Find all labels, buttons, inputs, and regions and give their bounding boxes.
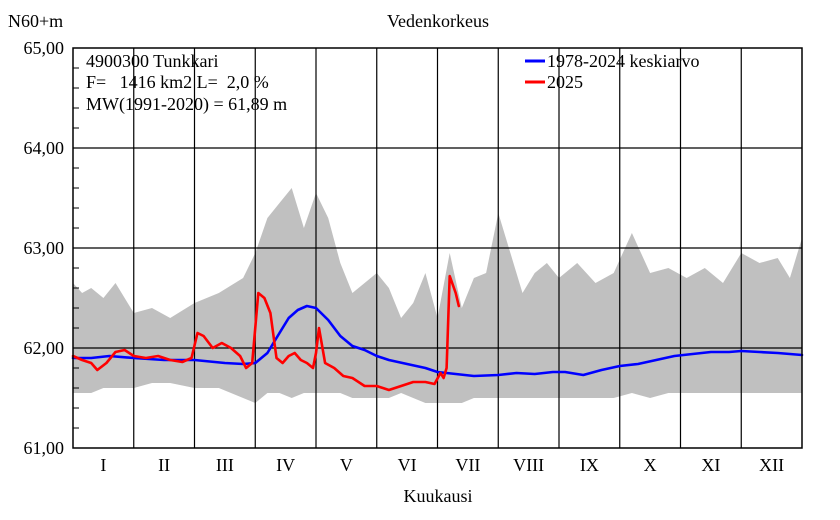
legend: 1978-2024 keskiarvo 2025 [525, 51, 699, 92]
x-axis-label: Kuukausi [404, 486, 473, 506]
x-tick-label: III [216, 455, 234, 475]
series-lines [71, 274, 804, 392]
x-tick-label: II [158, 455, 170, 475]
legend-label-2025: 2025 [547, 72, 583, 92]
x-tick-label: I [100, 455, 106, 475]
x-tick-label: IX [580, 455, 599, 475]
x-tick-label: XI [701, 455, 720, 475]
y-tick-label: 62,00 [24, 338, 65, 358]
mw-text: MW(1991-2020) = 61,89 m [86, 94, 287, 115]
area-text: F= 1416 km2 L= 2,0 % [86, 72, 269, 92]
grid [73, 48, 802, 448]
legend-label-mean: 1978-2024 keskiarvo [547, 51, 699, 71]
station-text: 4900300 Tunkkari [86, 51, 219, 71]
x-tick-label: V [340, 455, 353, 475]
x-tick-label: IV [276, 455, 295, 475]
info-box: 4900300 Tunkkari F= 1416 km2 L= 2,0 % MW… [86, 51, 287, 115]
x-tick-label: VII [455, 455, 480, 475]
y-tick-label: 63,00 [24, 238, 65, 258]
x-tick-label: XII [759, 455, 784, 475]
y-tick-label: 61,00 [24, 438, 65, 458]
y-axis-label: N60+m [8, 11, 63, 31]
y-tick-label: 64,00 [24, 138, 65, 158]
y-tick-label: 65,00 [24, 38, 65, 58]
chart-title: Vedenkorkeus [387, 11, 489, 31]
x-tick-label: VIII [513, 455, 544, 475]
x-tick-label: VI [398, 455, 417, 475]
series-line-2025 [71, 274, 461, 392]
x-tick-label: X [644, 455, 657, 475]
x-ticks: I II III IV V VI VII VIII IX X XI XII [100, 455, 784, 475]
y-ticks: 61,00 62,00 63,00 64,00 65,00 [24, 38, 82, 458]
